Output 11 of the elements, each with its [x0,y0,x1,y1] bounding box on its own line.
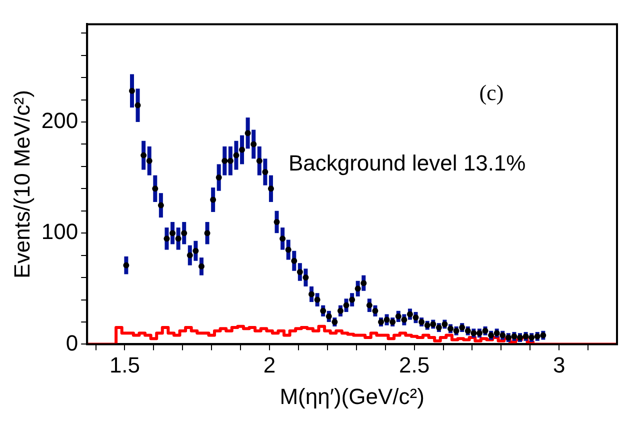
y-tick-label: 100 [41,219,78,244]
y-tick-label: 0 [66,330,78,356]
x-axis-title: M(ηη′)(GeV/c²) [280,384,424,409]
x-tick-label: 3 [552,352,566,378]
x-tick-label: 2.5 [399,352,430,378]
x-tick-label: 1.5 [109,352,140,378]
annotation: Background level 13.1% [288,150,526,176]
y-tick-label: 200 [41,108,78,134]
x-tick-label: 2 [263,352,276,378]
annotation: (c) [479,80,504,105]
y-axis-title: Events/(10 MeV/c²) [9,90,34,278]
